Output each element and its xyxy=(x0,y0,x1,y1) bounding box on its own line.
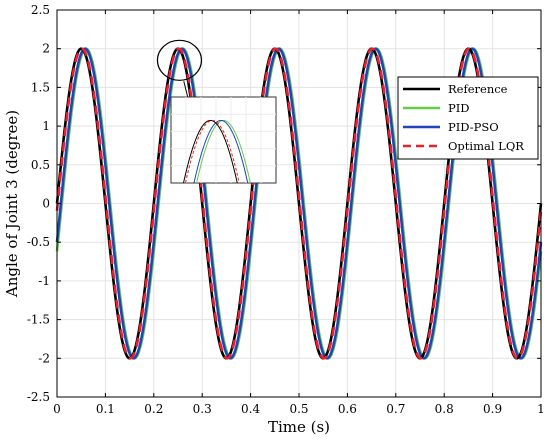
legend-label: PID-PSO xyxy=(448,120,499,134)
inset-series-line-pid-pso xyxy=(193,119,249,183)
inset-series-line-pid xyxy=(196,119,251,183)
legend: Reference PID PID-PSO Optimal LQR xyxy=(397,76,539,160)
zoom-highlight-ellipse xyxy=(156,39,203,81)
y-tick-label: 1 xyxy=(42,119,50,133)
y-tick-label: -2 xyxy=(38,351,50,365)
x-tick-label: 0.2 xyxy=(144,402,163,416)
y-tick-label: 0.5 xyxy=(31,158,50,172)
inset-series-line-reference xyxy=(182,119,238,183)
inset-series-line-optimal-lqr xyxy=(184,119,240,183)
inset-grid xyxy=(171,97,276,183)
series-line-optimal-lqr xyxy=(55,47,543,360)
y-tick-label: 0 xyxy=(42,197,50,211)
y-tick-label: -1.5 xyxy=(27,313,50,327)
legend-label: PID xyxy=(448,101,470,115)
tick-labels: 0 0.1 0.2 0.3 0.4 0.5 0.6 0.7 0.8 0.9 1 -2.5 -2 -1.5 -… xyxy=(27,3,545,416)
y-tick-label: 2 xyxy=(42,42,50,56)
inset-frame xyxy=(170,96,277,184)
x-tick-label: 0.6 xyxy=(338,402,357,416)
inset-series-layer xyxy=(182,119,251,183)
x-axis-label: Time (s) xyxy=(268,418,330,436)
y-tick-label: 2.5 xyxy=(31,3,50,17)
legend-label: Reference xyxy=(448,82,508,96)
y-tick-label: -1 xyxy=(38,274,50,288)
tick-marks xyxy=(56,9,542,398)
x-tick-label: 0 xyxy=(53,402,61,416)
x-tick-label: 0.7 xyxy=(386,402,405,416)
x-tick-label: 0.5 xyxy=(289,402,308,416)
y-axis-label: Angle of Joint 3 (degree) xyxy=(3,110,21,298)
y-tick-label: -0.5 xyxy=(27,235,50,249)
x-tick-label: 0.9 xyxy=(483,402,502,416)
x-tick-label: 0.8 xyxy=(435,402,454,416)
y-tick-label: -2.5 xyxy=(27,390,50,404)
x-tick-label: 0.1 xyxy=(96,402,115,416)
zoom-connector-line xyxy=(183,81,189,98)
y-tick-label: 1.5 xyxy=(31,80,50,94)
x-tick-label: 0.3 xyxy=(193,402,212,416)
zoom-inset xyxy=(170,96,277,184)
x-tick-label: 0.4 xyxy=(241,402,260,416)
x-tick-label: 1 xyxy=(537,402,545,416)
legend-label: Optimal LQR xyxy=(448,139,524,153)
